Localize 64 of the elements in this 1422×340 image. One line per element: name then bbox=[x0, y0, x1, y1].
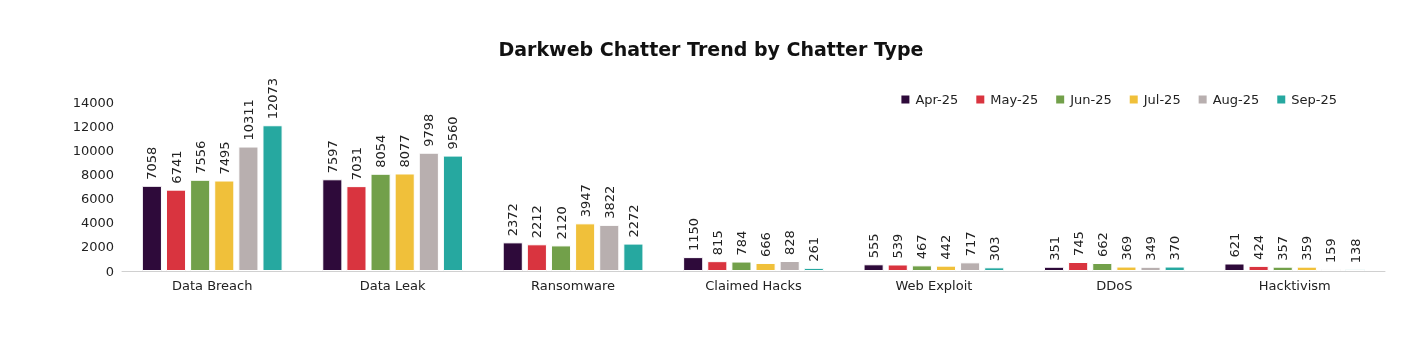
x-tick-label: Data Leak bbox=[359, 278, 426, 293]
legend-label: Jun-25 bbox=[1069, 92, 1112, 107]
y-tick-label: 14000 bbox=[72, 94, 114, 110]
data-label: 369 bbox=[1118, 235, 1134, 261]
data-label: 815 bbox=[709, 230, 725, 256]
data-label: 9560 bbox=[445, 116, 461, 150]
data-label: 261 bbox=[806, 237, 822, 262]
data-label: 159 bbox=[1323, 238, 1339, 264]
data-label: 12073 bbox=[265, 77, 281, 120]
data-label: 7556 bbox=[192, 140, 208, 174]
y-tick-label: 8000 bbox=[80, 166, 114, 182]
legend-label: Sep-25 bbox=[1291, 92, 1338, 107]
data-label: 8054 bbox=[373, 134, 389, 168]
data-label: 303 bbox=[986, 236, 1002, 262]
data-label: 2272 bbox=[625, 204, 641, 238]
data-label: 1150 bbox=[685, 218, 701, 252]
data-label: 2372 bbox=[505, 203, 521, 237]
x-tick-label: Data Breach bbox=[171, 278, 253, 293]
data-label: 7597 bbox=[324, 140, 340, 174]
y-tick-label: 4000 bbox=[80, 215, 114, 231]
x-tick-label: DDoS bbox=[1096, 278, 1133, 293]
legend-label: May-25 bbox=[990, 92, 1039, 107]
x-tick-label: Ransomware bbox=[531, 278, 616, 293]
data-label: 745 bbox=[1070, 231, 1086, 257]
data-label: 3822 bbox=[601, 185, 617, 219]
data-label: 828 bbox=[782, 230, 798, 255]
legend-label: Aug-25 bbox=[1212, 92, 1260, 107]
data-label: 359 bbox=[1299, 235, 1315, 261]
data-label: 784 bbox=[733, 230, 749, 256]
data-label: 555 bbox=[866, 233, 882, 259]
legend-label: Jul-25 bbox=[1142, 92, 1181, 107]
data-label: 467 bbox=[914, 234, 930, 260]
data-label: 717 bbox=[962, 231, 978, 257]
legend-label: Apr-25 bbox=[915, 92, 959, 107]
y-tick-label: 2000 bbox=[80, 239, 114, 255]
x-tick-label: Web Exploit bbox=[895, 278, 973, 293]
data-label: 539 bbox=[890, 233, 906, 259]
x-tick-label: Claimed Hacks bbox=[705, 278, 802, 293]
y-tick-label: 0 bbox=[105, 263, 114, 279]
data-label: 357 bbox=[1275, 235, 1291, 261]
data-label: 6741 bbox=[168, 150, 184, 184]
data-label: 7058 bbox=[144, 146, 160, 180]
data-label: 7495 bbox=[216, 141, 232, 175]
y-tick-label: 6000 bbox=[80, 191, 114, 207]
data-label: 9798 bbox=[421, 113, 437, 147]
data-label: 2212 bbox=[529, 205, 545, 239]
data-label: 138 bbox=[1347, 238, 1363, 264]
y-tick-label: 10000 bbox=[72, 142, 114, 158]
data-label: 10311 bbox=[240, 99, 256, 141]
data-label: 662 bbox=[1094, 232, 1110, 258]
data-label: 3947 bbox=[577, 184, 593, 218]
data-label: 621 bbox=[1226, 232, 1242, 258]
data-label: 370 bbox=[1167, 235, 1183, 261]
data-label: 424 bbox=[1251, 235, 1267, 260]
data-label: 666 bbox=[758, 232, 774, 257]
y-tick-label: 12000 bbox=[72, 118, 114, 134]
data-label: 7031 bbox=[348, 147, 364, 181]
data-label: 351 bbox=[1046, 235, 1062, 261]
data-label: 442 bbox=[938, 234, 954, 260]
data-label: 349 bbox=[1143, 235, 1159, 261]
chart-title: Darkweb Chatter Trend by Chatter Type bbox=[498, 37, 924, 60]
data-label: 8077 bbox=[397, 134, 413, 168]
data-label: 2120 bbox=[553, 206, 569, 240]
x-tick-label: Hacktivism bbox=[1258, 278, 1331, 293]
